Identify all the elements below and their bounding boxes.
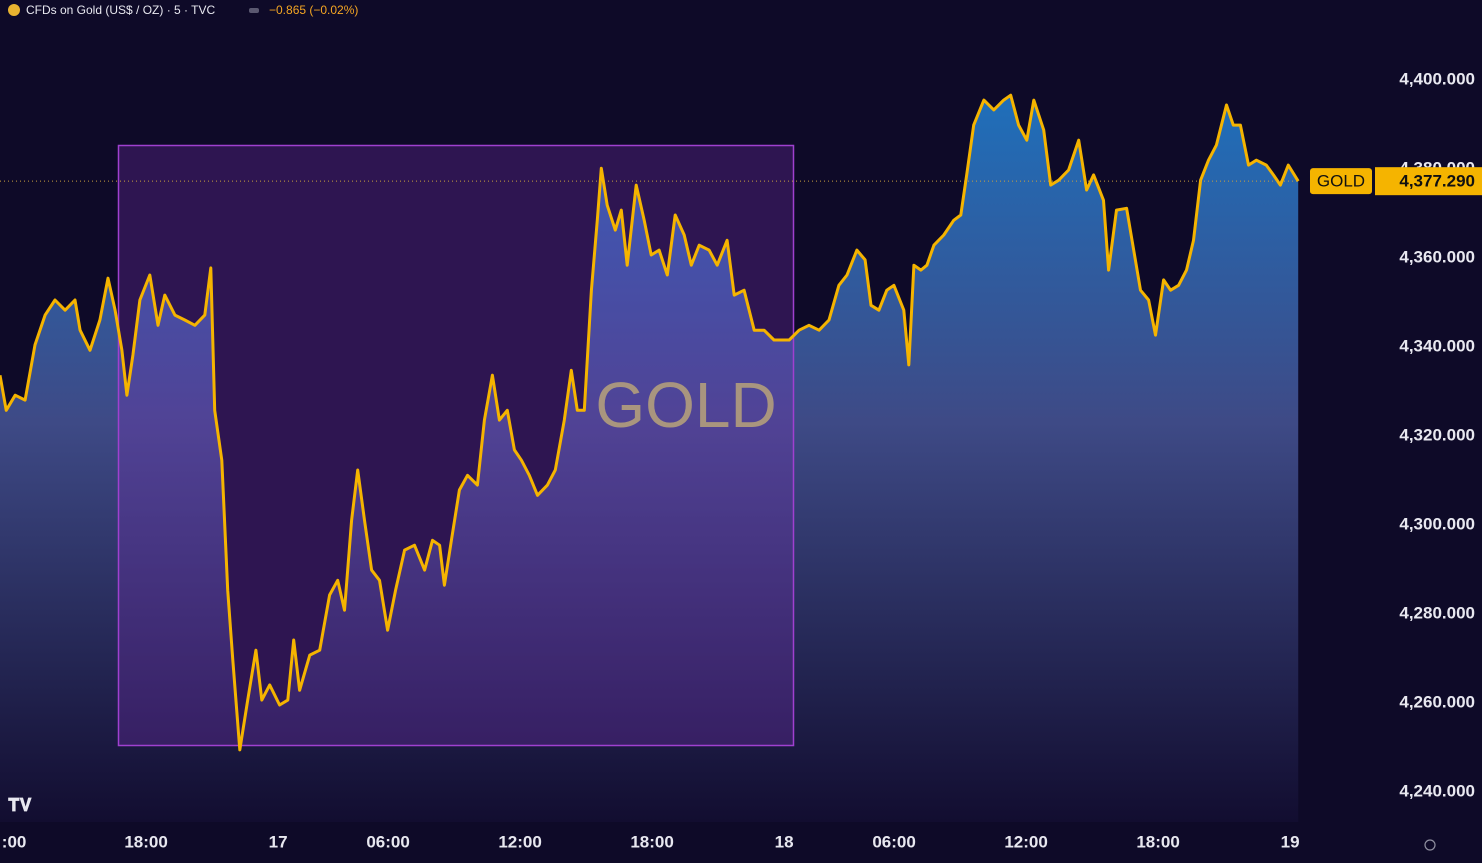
price-line	[0, 93, 1300, 752]
x-tick-label: 06:00	[872, 832, 915, 851]
status-icon	[249, 8, 259, 13]
x-tick-label: 17	[269, 832, 288, 851]
tv-logo: 𝐓𝐕	[8, 795, 33, 815]
plot-area	[0, 95, 1299, 822]
watermark: GOLD	[595, 369, 776, 441]
x-tick-label: 18	[775, 832, 794, 851]
last-price-label: 4,377.290	[1399, 172, 1475, 191]
x-tick-label: 19	[1281, 832, 1300, 851]
x-tick-label: 06:00	[366, 832, 409, 851]
area-fill	[0, 95, 1299, 822]
y-tick-label: 4,240.000	[1399, 782, 1475, 801]
overlay	[0, 93, 1300, 752]
y-tick-label: 4,400.000	[1399, 70, 1475, 89]
last-price-tag	[1375, 167, 1482, 196]
series-name: GOLD	[1317, 172, 1365, 191]
series-tag	[1310, 168, 1372, 195]
chart-title: CFDs on Gold (US$ / OZ) · 5 · TVC	[26, 3, 215, 17]
x-tick-label: 12:00	[1004, 832, 1047, 851]
price-change: −0.865 (−0.02%)	[269, 3, 358, 17]
x-tick-label: 18:00	[630, 832, 673, 851]
y-tick-label: 4,320.000	[1399, 426, 1475, 445]
y-tick-label: 4,280.000	[1399, 604, 1475, 623]
symbol-icon	[8, 4, 20, 16]
y-tick-label: 4,260.000	[1399, 693, 1475, 712]
x-tick-label: 18:00	[124, 832, 167, 851]
settings-icon[interactable]	[1424, 839, 1436, 851]
y-tick-label: 4,360.000	[1399, 248, 1475, 267]
y-tick-label: 4,300.000	[1399, 515, 1475, 534]
x-tick-label: 18:00	[1136, 832, 1179, 851]
y-tick-label: 4,340.000	[1399, 337, 1475, 356]
x-tick-label: :00	[2, 832, 27, 851]
x-tick-label: 12:00	[498, 832, 541, 851]
